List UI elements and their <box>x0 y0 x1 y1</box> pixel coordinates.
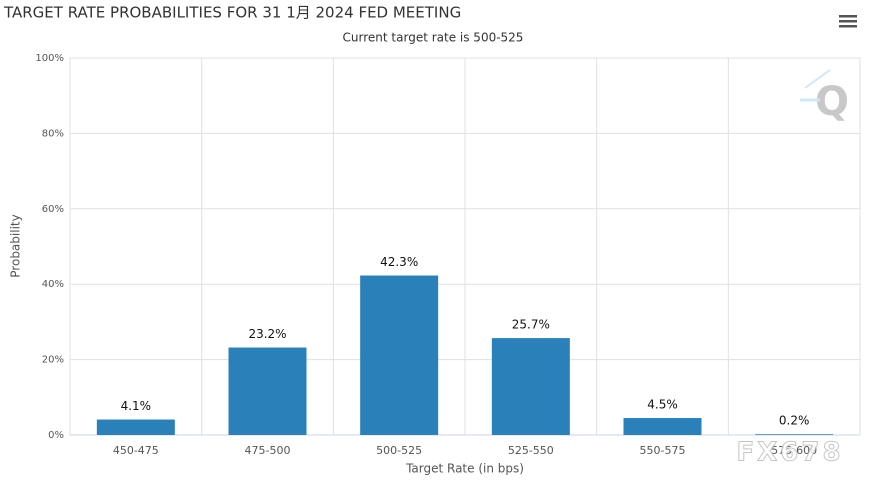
data-label: 4.1% <box>121 399 152 413</box>
menu-bar[interactable] <box>839 20 857 23</box>
bar <box>228 347 307 435</box>
x-tick-label: 500-525 <box>376 444 422 457</box>
y-axis-title: Probability <box>9 214 23 277</box>
x-tick-label: 450-475 <box>113 444 159 457</box>
logo-q: Q <box>815 79 849 125</box>
chart-subtitle: Current target rate is 500-525 <box>343 31 524 45</box>
y-tick-label: 60% <box>42 204 64 215</box>
menu-bar[interactable] <box>839 15 857 18</box>
bar <box>755 434 834 435</box>
bar <box>360 275 439 435</box>
data-label: 4.5% <box>647 398 678 412</box>
logo: Q <box>800 69 849 125</box>
x-tick-label: 575-600 <box>771 444 817 457</box>
bar <box>491 338 570 435</box>
logo-stroke <box>804 69 831 89</box>
bar <box>623 418 702 435</box>
y-tick-label: 20% <box>42 355 64 366</box>
bar <box>96 419 175 435</box>
x-axis-title: Target Rate (in bps) <box>405 462 524 476</box>
chart-title: TARGET RATE PROBABILITIES FOR 31 1月 2024… <box>3 4 461 22</box>
x-tick-label: 550-575 <box>640 444 686 457</box>
y-tick-label: 100% <box>35 53 64 64</box>
data-label: 25.7% <box>512 318 550 332</box>
data-label: 42.3% <box>380 255 418 269</box>
menu-bar[interactable] <box>839 25 857 28</box>
data-label: 23.2% <box>248 327 286 341</box>
y-tick-label: 80% <box>42 128 64 139</box>
x-tick-label: 525-550 <box>508 444 554 457</box>
y-tick-label: 40% <box>42 279 64 290</box>
y-tick-label: 0% <box>48 430 64 441</box>
x-tick-label: 475-500 <box>245 444 291 457</box>
menu-icon[interactable] <box>839 15 857 28</box>
data-label: 0.2% <box>779 414 810 428</box>
watermark: FX678 <box>736 438 843 468</box>
